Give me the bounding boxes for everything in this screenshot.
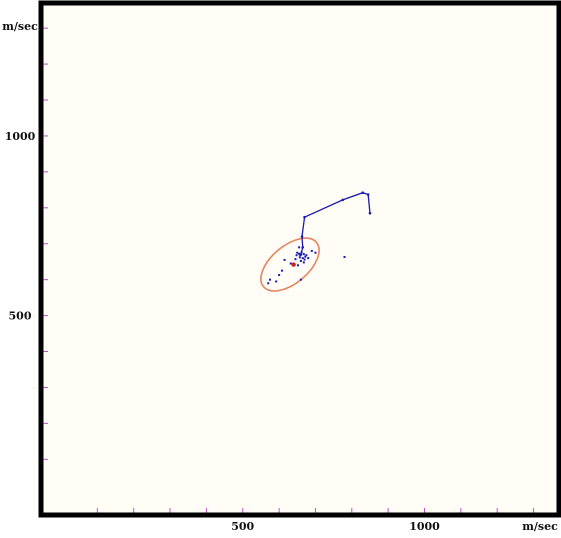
track-point <box>341 198 345 202</box>
track-point <box>301 246 305 249</box>
scatter-point <box>299 254 302 257</box>
scatter-point <box>281 269 284 272</box>
minor-ticks <box>41 27 535 515</box>
plot-layer <box>260 191 372 292</box>
scatter-point <box>275 280 278 283</box>
scatter-point <box>269 278 272 281</box>
scatter-point <box>283 258 286 261</box>
y-tick-label: 500 <box>9 310 32 323</box>
scatter-point <box>300 251 303 254</box>
scatter-point <box>295 254 298 257</box>
scatter-point <box>267 282 270 285</box>
scatter-point <box>314 251 317 254</box>
scatter-point <box>299 259 302 262</box>
track-point <box>368 211 372 215</box>
scatter-point <box>299 278 302 281</box>
track-point <box>366 193 370 196</box>
track-point <box>361 191 365 195</box>
scatter-point <box>302 253 305 256</box>
chart-background <box>41 3 559 515</box>
scatter-point <box>289 262 292 265</box>
scatter-point <box>294 258 297 261</box>
track-point <box>300 235 304 238</box>
scatter-point <box>278 273 281 276</box>
scatter-point <box>301 257 304 260</box>
uncertainty-ellipse <box>260 237 320 292</box>
scatter-point <box>307 257 310 260</box>
scatter-point <box>310 249 313 252</box>
scatter-point <box>302 261 305 264</box>
scatter-point <box>296 251 299 254</box>
y-axis-label: m/sec <box>2 20 38 33</box>
axis-labels: 500 1000 500 1000 m/sec m/sec <box>2 20 558 533</box>
scatter-point <box>303 258 306 261</box>
scatter-point <box>297 264 300 267</box>
scatter-point <box>305 254 308 257</box>
scatter-point <box>343 256 346 259</box>
track-point <box>303 215 306 219</box>
x-axis-label: m/sec <box>522 520 558 533</box>
scatter-point <box>304 255 307 258</box>
x-tick-label: 500 <box>231 520 254 533</box>
scatter-point <box>298 252 301 255</box>
center-marker <box>291 262 296 267</box>
chart-frame <box>38 0 561 518</box>
y-tick-label: 1000 <box>5 130 36 143</box>
scatter-point <box>298 256 301 259</box>
x-tick-label: 1000 <box>409 520 440 533</box>
scatter-point <box>298 246 301 249</box>
